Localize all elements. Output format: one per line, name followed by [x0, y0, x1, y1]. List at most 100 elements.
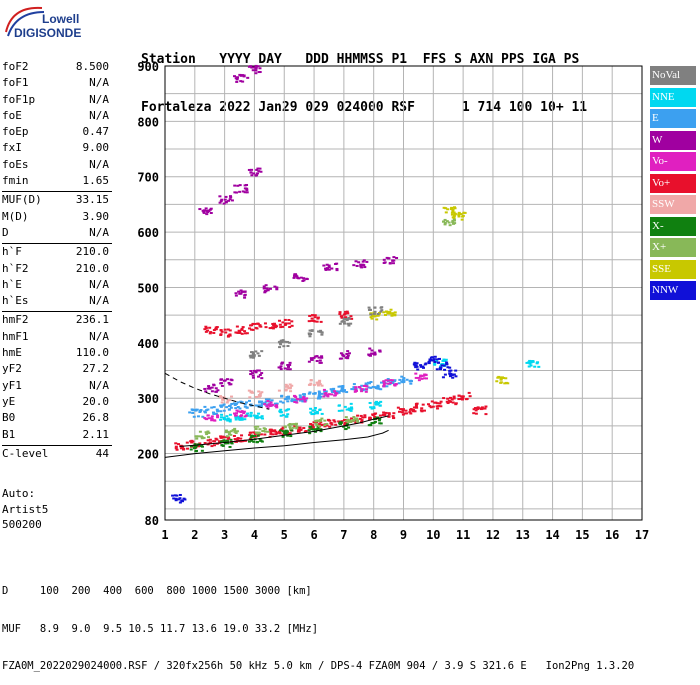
param-row: yF2 27.2 — [2, 362, 112, 378]
echo-point-e — [191, 408, 195, 411]
echo-point-x- — [281, 435, 285, 438]
echo-point-sse — [451, 210, 455, 213]
echo-point-x- — [453, 222, 457, 225]
echo-point-noval — [249, 356, 253, 359]
param-row: foF1 N/A — [2, 76, 112, 92]
echo-point-w — [294, 274, 298, 277]
echo-point-w — [228, 383, 232, 386]
echo-point-nne — [347, 407, 351, 410]
echo-point-vo- — [452, 395, 456, 398]
echo-point-w — [214, 387, 218, 390]
echo-point-vo- — [272, 430, 276, 433]
echo-point-e — [339, 389, 343, 392]
echo-point-w — [209, 211, 213, 214]
param-name: M(D) — [2, 209, 29, 223]
echo-point-nnw — [180, 499, 184, 502]
echo-point-vo- — [343, 312, 347, 315]
echo-point-vo- — [224, 436, 228, 439]
echo-point-x- — [202, 436, 206, 439]
y-tick-label: 200 — [137, 448, 159, 462]
echo-point-w — [235, 80, 239, 83]
echo-point-noval — [279, 339, 283, 342]
echo-point-x- — [229, 430, 233, 433]
echo-point-w — [227, 381, 231, 384]
echo-point-vo- — [174, 445, 178, 448]
echo-point-e — [247, 399, 251, 402]
echo-point-x- — [325, 422, 329, 425]
echo-point-x- — [255, 441, 259, 444]
echo-point-nnw — [413, 364, 417, 367]
echo-point-x- — [204, 431, 208, 434]
echo-point-e — [236, 406, 240, 409]
echo-point-vo- — [310, 317, 314, 320]
echo-point-w — [234, 292, 238, 295]
echo-point-e — [301, 400, 305, 403]
echo-point-x- — [348, 419, 352, 422]
logo-swoosh-icon — [5, 6, 45, 37]
echo-point-ssw — [277, 389, 281, 392]
echo-point-nne — [370, 407, 374, 410]
param-name: h`Es — [2, 294, 29, 308]
echo-point-vo- — [386, 382, 390, 385]
echo-point-vo- — [208, 332, 212, 335]
echo-point-vo- — [315, 421, 319, 424]
echo-point-vo- — [474, 412, 478, 415]
echo-point-w — [280, 361, 284, 364]
echo-point-nne — [529, 364, 533, 367]
echo-point-nne — [379, 400, 383, 403]
echo-point-noval — [285, 340, 289, 343]
echo-point-x- — [351, 419, 355, 422]
echo-point-sse — [450, 206, 454, 209]
echo-point-nne — [320, 412, 324, 415]
echo-point-vo- — [349, 315, 353, 318]
echo-point-x- — [206, 430, 210, 433]
echo-point-vo- — [360, 388, 364, 391]
echo-point-w — [219, 200, 223, 203]
echo-point-sse — [370, 317, 374, 320]
echo-point-nne — [257, 412, 261, 415]
echo-point-w — [359, 263, 363, 266]
param-row: h`E N/A — [2, 278, 112, 294]
echo-point-e — [329, 388, 333, 391]
echo-point-vo- — [186, 447, 190, 450]
echo-point-vo- — [322, 388, 326, 391]
echo-point-e — [408, 380, 412, 383]
echo-point-vo- — [209, 331, 213, 334]
echo-point-w — [392, 256, 396, 259]
echo-point-nne — [225, 415, 229, 418]
echo-point-vo- — [266, 404, 270, 407]
echo-point-w — [305, 277, 309, 280]
echo-point-w — [251, 69, 255, 72]
echo-point-noval — [310, 329, 314, 332]
echo-point-ssw — [315, 381, 319, 384]
echo-point-w — [279, 368, 283, 371]
echo-point-vo- — [354, 389, 358, 392]
echo-point-x- — [256, 425, 260, 428]
echo-point-vo- — [392, 412, 396, 415]
echo-point-nne — [246, 412, 250, 415]
legend-item-vo-: Vo+ — [650, 173, 696, 193]
echo-point-noval — [317, 330, 321, 333]
echo-point-w — [254, 174, 258, 177]
echo-point-x- — [347, 421, 351, 424]
echo-point-w — [243, 191, 247, 194]
echo-point-vo- — [449, 400, 453, 403]
echo-point-vo- — [204, 325, 208, 328]
echo-point-x- — [441, 220, 445, 223]
echo-point-nne — [528, 362, 532, 365]
echo-point-w — [256, 65, 260, 68]
echo-point-x- — [233, 429, 237, 432]
echo-point-e — [377, 387, 381, 390]
echo-point-e — [245, 406, 249, 409]
echo-point-vo- — [386, 379, 390, 382]
echo-point-w — [275, 286, 279, 289]
echo-point-ssw — [258, 394, 262, 397]
param-name: foEp — [2, 125, 29, 139]
echo-point-noval — [260, 350, 264, 353]
echo-point-w — [288, 363, 292, 366]
echo-point-vo- — [248, 438, 252, 441]
echo-point-vo- — [206, 414, 210, 417]
echo-point-e — [317, 394, 321, 397]
echo-point-sse — [499, 376, 503, 379]
echo-point-w — [264, 290, 268, 293]
